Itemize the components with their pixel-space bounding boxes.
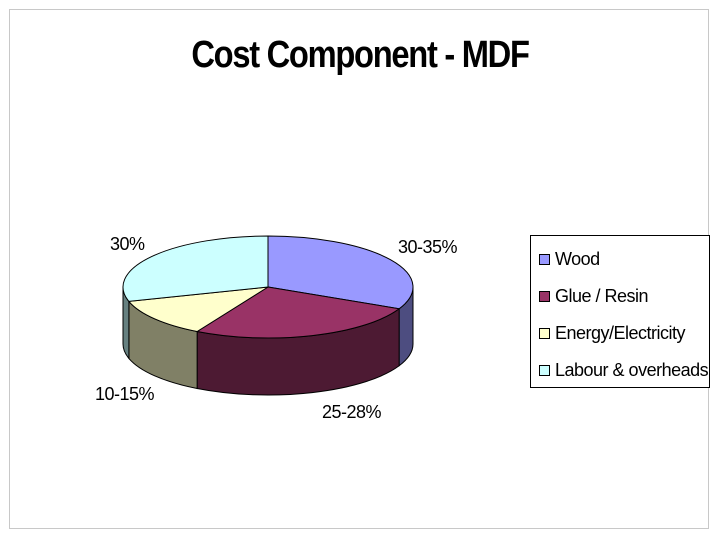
legend-item-glue-resin: Glue / Resin [539, 284, 649, 308]
chart-title: Cost Component - MDF [191, 34, 530, 76]
data-label-energy: 10-15% [95, 384, 155, 404]
legend-label-wood: Wood [555, 248, 600, 269]
legend-label-glue-resin: Glue / Resin [555, 285, 649, 306]
pie-slice-labour [122, 235, 269, 302]
pie-slice-glue-resin [195, 286, 401, 339]
pie-slice-wood [267, 235, 414, 310]
legend-swatch-wood [539, 253, 550, 265]
data-label-labour: 30% [110, 234, 145, 254]
legend-label-energy: Energy/Electricity [555, 322, 686, 343]
legend-swatch-labour [539, 364, 550, 376]
legend-label-labour: Labour & overheads [555, 359, 709, 380]
legend-swatch-energy [539, 327, 550, 339]
data-label-wood: 30-35% [398, 237, 458, 257]
legend-item-wood: Wood [539, 247, 600, 271]
legend-swatch-glue-resin [539, 290, 550, 302]
chart-legend: Wood Glue / Resin Energy/Electricity Lab… [530, 235, 710, 388]
legend-item-energy: Energy/Electricity [539, 321, 686, 345]
legend-item-labour: Labour & overheads [539, 358, 709, 382]
data-label-glue-resin: 25-28% [322, 402, 382, 422]
